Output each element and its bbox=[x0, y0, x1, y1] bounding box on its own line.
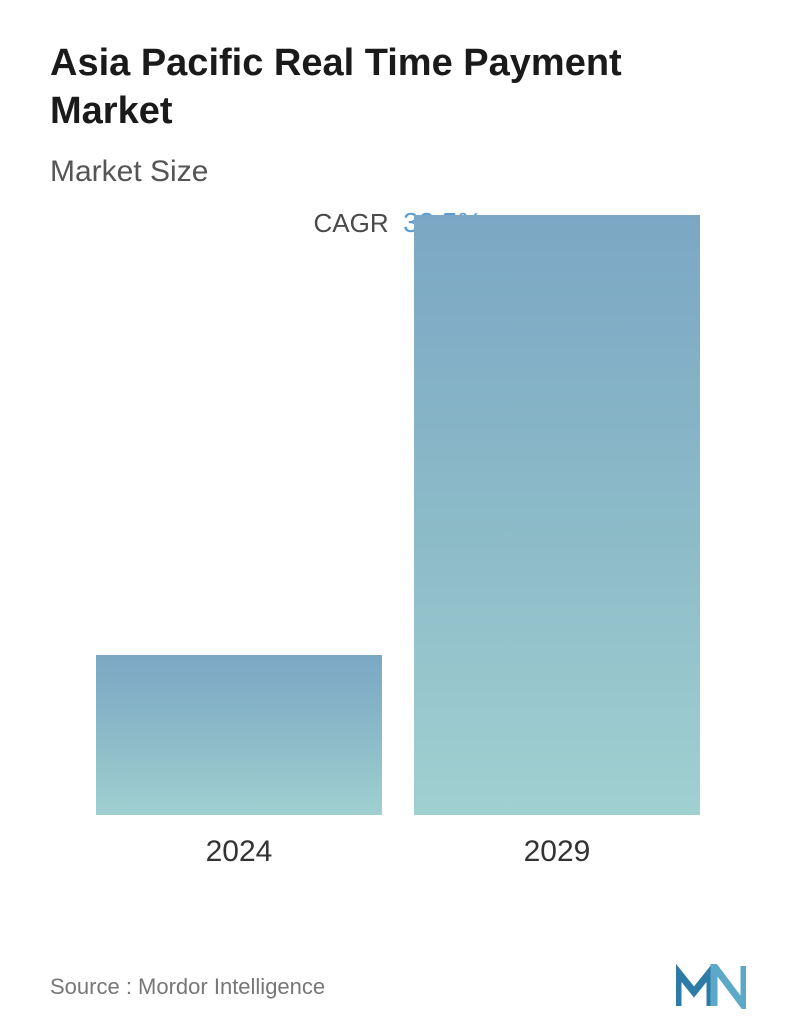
bars-container: 2024 2029 bbox=[50, 249, 746, 869]
bar-label-2024: 2024 bbox=[206, 835, 273, 869]
bar-label-2029: 2029 bbox=[524, 835, 591, 869]
chart-title: Asia Pacific Real Time Payment Market bbox=[50, 40, 746, 135]
source-text: Source : Mordor Intelligence bbox=[50, 974, 325, 1000]
chart-area: 2024 2029 bbox=[50, 249, 746, 929]
footer: Source : Mordor Intelligence bbox=[50, 964, 746, 1009]
bar-group-2024: 2024 bbox=[96, 655, 382, 869]
chart-subtitle: Market Size bbox=[50, 155, 746, 189]
bar-group-2029: 2029 bbox=[414, 215, 700, 869]
bar-2024 bbox=[96, 655, 382, 815]
bar-2029 bbox=[414, 215, 700, 815]
cagr-label: CAGR bbox=[314, 208, 389, 238]
mordor-logo-icon bbox=[676, 964, 746, 1009]
